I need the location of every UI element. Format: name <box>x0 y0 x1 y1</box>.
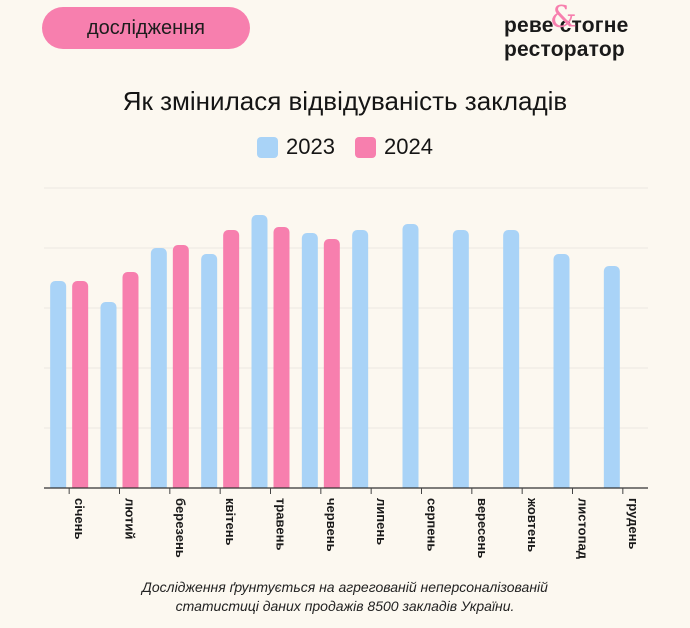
legend-swatch-2023 <box>257 136 279 158</box>
chart-title: Як змінилася відвідуваність закладів <box>122 86 568 116</box>
x-tick-label: квітень <box>223 498 238 546</box>
bar-2024-3 <box>172 245 189 494</box>
bar-2024-4 <box>223 230 240 494</box>
baseline-mask <box>44 488 648 496</box>
bar-2023-5 <box>251 215 268 494</box>
bar-2023-12 <box>603 266 620 494</box>
bar-2024-1 <box>72 281 89 494</box>
bar-2023-7 <box>352 230 369 494</box>
bar-2023-11 <box>553 254 570 494</box>
category-badge: дослідження <box>42 7 250 49</box>
bar-2024-2 <box>122 272 139 494</box>
legend-label-2024: 2024 <box>384 134 433 159</box>
x-tick-label: травень <box>274 498 289 550</box>
x-tick-label: березень <box>173 498 188 558</box>
x-tick-label: грудень <box>626 498 641 549</box>
x-tick-label: червень <box>324 498 339 552</box>
bar-2023-4 <box>201 254 218 494</box>
bar-2023-9 <box>452 230 469 494</box>
footnote-line-1: Дослідження ґрунтується на агрегованій н… <box>142 579 548 595</box>
footnote: Дослідження ґрунтується на агрегованій н… <box>0 578 690 616</box>
bar-2024-5 <box>273 227 290 494</box>
chart-legend: 2023 2024 <box>0 134 690 160</box>
x-tick-label: серпень <box>425 498 440 551</box>
bar-2023-3 <box>150 248 167 494</box>
legend-item-2023: 2023 <box>257 134 335 160</box>
legend-item-2024: 2024 <box>355 134 433 160</box>
brand-logo: реве стогне ресторатор & <box>504 3 629 62</box>
bar-2023-10 <box>503 230 520 494</box>
logo-line-1: реве стогне <box>504 14 629 37</box>
x-tick-label: жовтень <box>525 497 540 552</box>
x-tick-label: січень <box>72 498 87 539</box>
x-tick-label: листопад <box>576 498 591 560</box>
legend-swatch-2024 <box>355 136 376 158</box>
logo-ampersand: & <box>550 0 577 35</box>
bar-2023-1 <box>50 281 67 494</box>
x-tick-label: вересень <box>475 498 490 558</box>
bar-2023-6 <box>301 233 318 494</box>
x-tick-label: липень <box>374 498 389 545</box>
legend-label-2023: 2023 <box>286 134 335 159</box>
bar-2023-8 <box>402 224 419 494</box>
bar-2024-6 <box>323 239 340 494</box>
bar-2023-2 <box>100 302 117 494</box>
x-tick-label: лютий <box>123 498 138 539</box>
logo-line-2: ресторатор <box>504 38 625 61</box>
footnote-line-2: статистиці даних продажів 8500 закладів … <box>175 598 515 614</box>
